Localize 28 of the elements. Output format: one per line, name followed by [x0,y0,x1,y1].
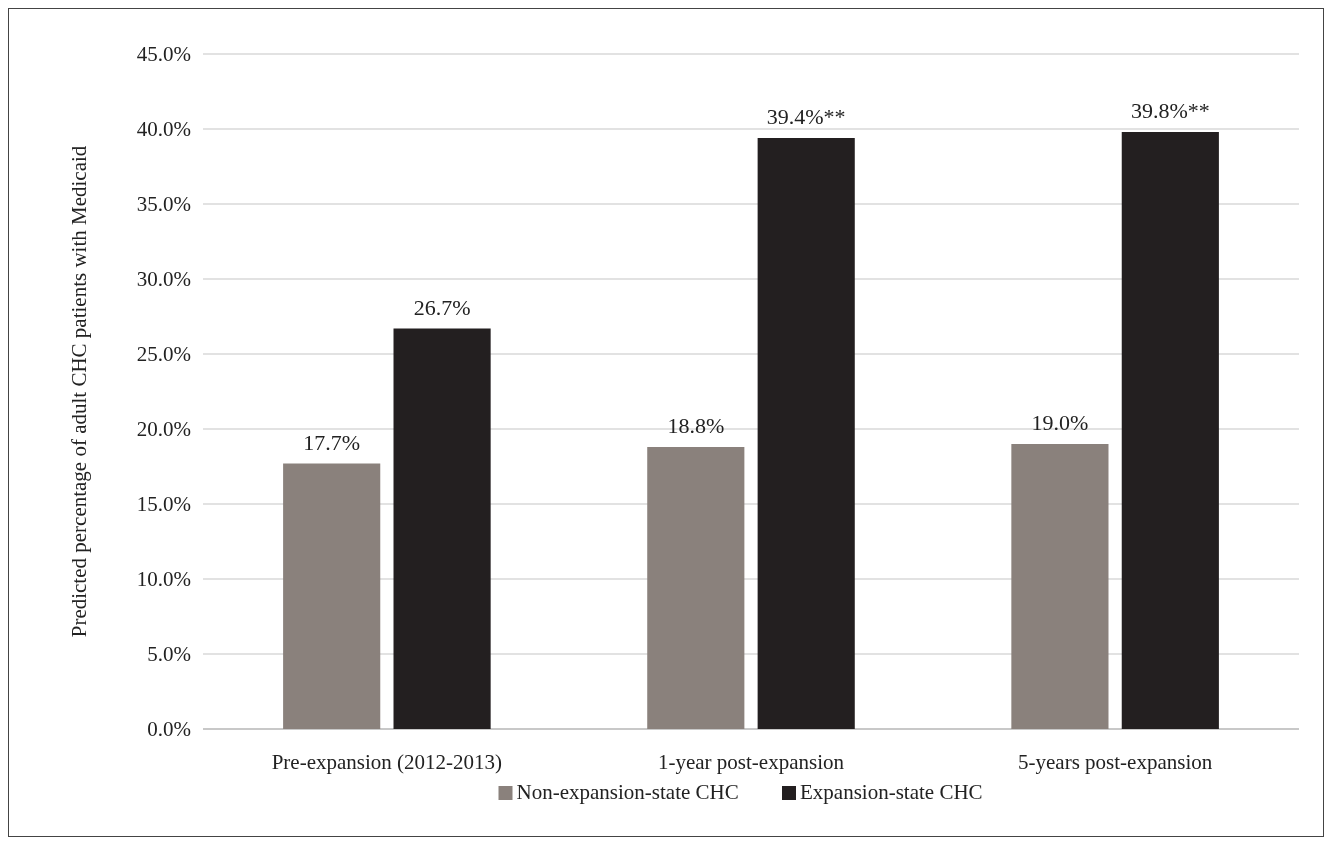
y-tick-label: 20.0% [136,417,191,442]
x-tick-label: 1-year post-expansion [657,750,845,774]
y-tick-label: 25.0% [136,342,191,367]
bar [647,447,745,729]
bar [1121,132,1219,729]
data-label: 17.7% [303,429,361,455]
y-tick-label: 30.0% [136,267,191,292]
x-tick-label: Pre-expansion (2012-2013) [271,750,503,774]
data-label: 19.0% [1031,410,1089,435]
y-tick-label: 40.0% [136,117,191,142]
bar [1011,444,1109,729]
bar [393,328,491,729]
legend-label: Expansion-state CHC [800,780,983,804]
y-tick-label: 0.0% [147,717,191,742]
bar [757,138,855,729]
x-tick-label: 5-years post-expansion [1018,750,1213,774]
y-tick-label: 5.0% [147,642,191,667]
y-axis-title: Predicted percentage of adult CHC patients with Medicaid [67,145,91,638]
y-tick-label: 45.0% [136,42,191,67]
y-tick-label: 35.0% [136,192,191,217]
bar [283,463,381,729]
data-label: 39.4%** [766,104,846,129]
data-label: 39.8%** [1130,98,1210,123]
data-label: 18.8% [667,413,725,438]
data-label: 26.7% [413,294,471,320]
y-tick-label: 15.0% [136,492,191,517]
y-tick-label: 10.0% [136,567,191,592]
legend-label: Non-expansion-state CHC [516,780,739,804]
